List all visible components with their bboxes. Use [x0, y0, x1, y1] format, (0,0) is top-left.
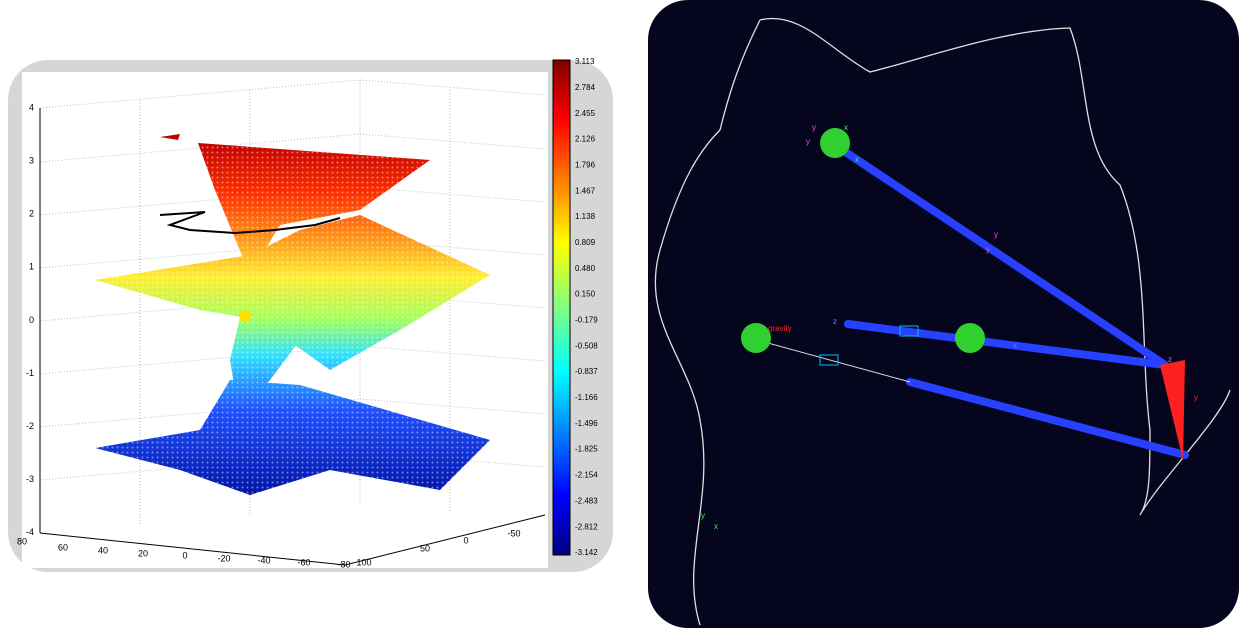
colorbar-tick-label: -0.179 — [575, 316, 598, 325]
axis-letter: y — [701, 511, 705, 520]
colorbar-tick-label: 1.796 — [575, 160, 596, 169]
axis-letter: y — [806, 137, 810, 146]
links — [831, 141, 1189, 459]
joints — [819, 325, 919, 366]
colorbar-tick-label: -2.154 — [575, 471, 598, 480]
z-tick-label: -2 — [26, 421, 34, 431]
y-tick-label: 100 — [356, 557, 371, 567]
colorbar-tick-label: 0.809 — [575, 238, 596, 247]
colorbar-tick-label: 0.480 — [575, 264, 596, 273]
axis-letter: x — [844, 123, 848, 132]
right-panel — [648, 0, 1239, 628]
gravity-label: gravity — [768, 324, 792, 333]
surface — [90, 134, 495, 500]
axis-letter: x — [855, 155, 859, 164]
x-tick-label: 20 — [138, 548, 148, 558]
z-tick-label: 4 — [29, 102, 34, 112]
colorbar — [552, 59, 571, 556]
x-tick-label: -80 — [337, 559, 350, 569]
colorbar-tick-label: 1.138 — [575, 212, 596, 221]
colorbar-tick-label: -2.483 — [575, 496, 598, 505]
colorbar-tick-label: 2.126 — [575, 135, 596, 144]
colorbar-tick-label: -1.825 — [575, 445, 598, 454]
axis-letter: y — [1194, 393, 1198, 402]
x-tick-label: -40 — [257, 555, 270, 565]
path-curve — [654, 17, 1231, 626]
colorbar-tick-label: -3.142 — [575, 548, 598, 557]
z-tick-label: 3 — [29, 155, 34, 165]
axes — [39, 108, 546, 566]
x-tick-label: 60 — [58, 542, 68, 552]
z-tick-label: 2 — [29, 209, 34, 219]
x-tick-label: -20 — [217, 553, 230, 563]
z-tick-label: 1 — [29, 262, 34, 272]
x-tick-label: 40 — [98, 545, 108, 555]
y-tick-label: 0 — [463, 535, 468, 545]
triangle-link — [1160, 360, 1185, 460]
masses — [741, 128, 985, 353]
x-tick-label: 0 — [182, 550, 187, 560]
z-tick-label: -1 — [26, 368, 34, 378]
colorbar-tick-label: -0.508 — [575, 341, 598, 350]
z-tick-label: 0 — [29, 315, 34, 325]
colorbar-tick-label: 1.467 — [575, 186, 596, 195]
colorbar-tick-label: 2.784 — [575, 83, 596, 92]
x-tick-label: -60 — [297, 557, 310, 567]
axis-letter: y — [994, 230, 998, 239]
z-tick-label: -3 — [26, 474, 34, 484]
colorbar-tick-label: 3.113 — [575, 57, 595, 66]
colorbar-tick-label: -1.166 — [575, 393, 598, 402]
x-tick-label: 80 — [17, 536, 27, 546]
axis-letter: y — [986, 245, 990, 254]
colorbar-tick-label: -2.812 — [575, 522, 598, 531]
colorbar-tick-label: 2.455 — [575, 109, 596, 118]
colorbar-tick-label: -0.837 — [575, 367, 598, 376]
colorbar-tick-label: -1.496 — [575, 419, 598, 428]
axis-letter: y — [812, 123, 816, 132]
y-tick-label: -50 — [507, 528, 520, 538]
spring — [756, 339, 911, 383]
colorbar-tick-label: 0.150 — [575, 290, 596, 299]
axis-letter: x — [714, 522, 718, 531]
axis-letter: x — [1013, 341, 1017, 350]
marker — [239, 310, 251, 322]
trajectory — [159, 211, 341, 235]
z-tick-label: -4 — [26, 527, 34, 537]
axis-letter: z — [833, 317, 837, 326]
axis-letter: z — [1168, 355, 1172, 364]
y-tick-label: 50 — [420, 543, 430, 553]
